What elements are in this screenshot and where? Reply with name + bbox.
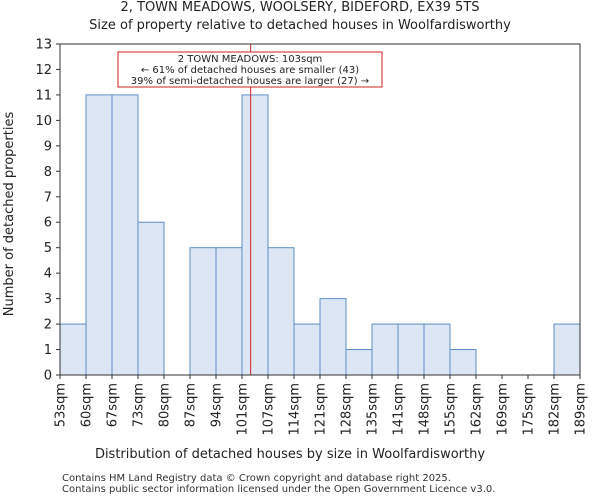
x-tick-label: 94sqm xyxy=(210,383,225,427)
x-tick-label: 175sqm xyxy=(522,383,537,436)
annotation-line-1: 2 TOWN MEADOWS: 103sqm xyxy=(178,54,323,65)
x-tick-label: 107sqm xyxy=(262,383,277,436)
y-tick-label: 3 xyxy=(44,292,52,307)
x-tick-label: 114sqm xyxy=(288,383,303,436)
histogram-bar xyxy=(85,94,113,376)
x-tick-label: 135sqm xyxy=(366,383,381,436)
chart-subtitle: Size of property relative to detached ho… xyxy=(89,18,511,33)
x-tick-label: 189sqm xyxy=(574,383,589,436)
histogram-bar xyxy=(423,323,451,376)
y-tick-label: 12 xyxy=(35,63,52,78)
y-tick-label: 9 xyxy=(44,139,52,154)
y-tick-label: 0 xyxy=(44,369,52,384)
x-tick-label: 169sqm xyxy=(496,383,511,436)
x-tick-label: 128sqm xyxy=(340,383,355,436)
histogram-bar xyxy=(553,323,581,376)
histogram-bar xyxy=(293,323,321,376)
x-tick-label: 67sqm xyxy=(106,383,121,427)
x-tick-label: 73sqm xyxy=(132,383,147,427)
histogram-bar xyxy=(345,349,373,376)
x-tick-label: 53sqm xyxy=(54,383,69,427)
x-tick-label: 155sqm xyxy=(444,383,459,436)
histogram-bar xyxy=(189,247,217,376)
histogram-bar xyxy=(111,94,139,376)
y-tick-label: 6 xyxy=(44,216,52,231)
y-tick-label: 8 xyxy=(44,165,52,180)
histogram-bar xyxy=(215,247,243,376)
x-tick-label: 162sqm xyxy=(470,383,485,436)
y-tick-label: 7 xyxy=(44,190,52,205)
y-tick-label: 1 xyxy=(44,343,52,358)
y-tick-label: 11 xyxy=(35,88,52,103)
histogram-bar xyxy=(449,349,477,376)
x-tick-label: 60sqm xyxy=(80,383,95,427)
histogram-bar xyxy=(267,247,295,376)
footer-licence: Contains public sector information licen… xyxy=(62,484,496,495)
annotation-line-2: ← 61% of detached houses are smaller (43… xyxy=(141,65,359,76)
histogram-bar xyxy=(241,94,269,376)
footer-copyright: Contains HM Land Registry data © Crown c… xyxy=(62,473,451,484)
x-tick-label: 148sqm xyxy=(418,383,433,436)
annotation-line-3: 39% of semi-detached houses are larger (… xyxy=(131,76,369,87)
x-tick-label: 101sqm xyxy=(236,383,251,436)
histogram-bar xyxy=(319,298,347,376)
annotation-box: 2 TOWN MEADOWS: 103sqm ← 61% of detached… xyxy=(117,51,383,88)
y-axis-label: Number of detached properties xyxy=(2,112,17,317)
chart-title: 2, TOWN MEADOWS, WOOLSERY, BIDEFORD, EX3… xyxy=(120,0,480,15)
histogram-bar xyxy=(371,323,399,376)
histogram-bar xyxy=(397,323,425,376)
y-tick-label: 4 xyxy=(44,267,52,282)
x-tick-label: 121sqm xyxy=(314,383,329,436)
y-tick-label: 2 xyxy=(44,318,52,333)
y-tick-label: 5 xyxy=(44,241,52,256)
y-tick-label: 13 xyxy=(35,38,52,53)
x-tick-label: 80sqm xyxy=(158,383,173,427)
histogram-bar xyxy=(59,323,87,376)
x-tick-label: 141sqm xyxy=(392,383,407,436)
x-axis-label: Distribution of detached houses by size … xyxy=(95,447,485,462)
histogram-bar xyxy=(137,221,165,376)
x-tick-label: 87sqm xyxy=(184,383,199,427)
y-tick-label: 10 xyxy=(35,114,52,129)
x-tick-label: 182sqm xyxy=(548,383,563,436)
